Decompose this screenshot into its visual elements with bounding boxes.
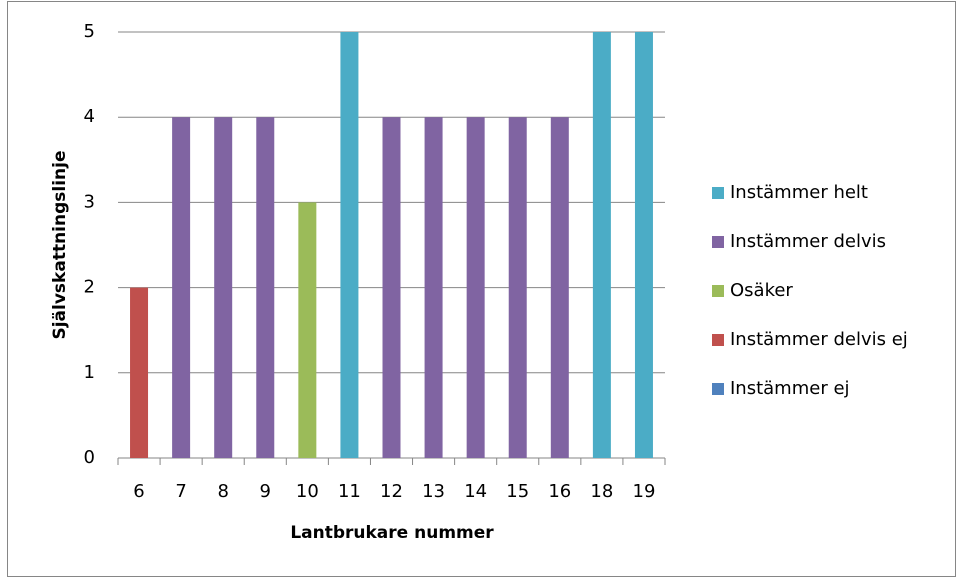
bar (256, 117, 275, 458)
x-tick-label: 14 (464, 481, 487, 502)
x-tick-label: 12 (380, 481, 403, 502)
y-tick-label: 0 (84, 447, 95, 468)
bar (382, 117, 401, 458)
x-tick-label: 7 (175, 481, 186, 502)
bar (508, 117, 527, 458)
bar (172, 117, 191, 458)
bar (634, 32, 653, 458)
x-tick-label: 8 (217, 481, 228, 502)
y-tick-label: 1 (84, 362, 95, 383)
x-tick-label: 10 (296, 481, 319, 502)
legend-swatch (712, 383, 724, 395)
bar (298, 202, 317, 458)
legend-swatch (712, 285, 724, 297)
bar (340, 32, 359, 458)
legend-label: Osäker (730, 280, 793, 301)
bar (550, 117, 569, 458)
legend-label: Instämmer helt (730, 182, 868, 203)
x-tick-label: 6 (133, 481, 144, 502)
x-tick-label: 11 (338, 481, 361, 502)
y-tick-label: 4 (84, 106, 95, 127)
legend-label: Instämmer delvis (730, 231, 886, 252)
y-tick-label: 2 (84, 277, 95, 298)
x-tick-label: 16 (548, 481, 571, 502)
legend-label: Instämmer ej (730, 378, 850, 399)
x-tick-label: 9 (260, 481, 271, 502)
bar (130, 287, 149, 458)
bar (466, 117, 485, 458)
x-tick-label: 13 (422, 481, 445, 502)
x-tick-label: 18 (590, 481, 613, 502)
bar (214, 117, 233, 458)
legend-swatch (712, 187, 724, 199)
bar (592, 32, 611, 458)
y-axis-title: Självskattningslinje (50, 150, 70, 339)
bar (424, 117, 443, 458)
legend-swatch (712, 334, 724, 346)
y-tick-label: 5 (84, 21, 95, 42)
x-tick-label: 19 (633, 481, 656, 502)
x-tick-label: 15 (506, 481, 529, 502)
legend-label: Instämmer delvis ej (730, 329, 908, 350)
y-tick-label: 3 (84, 191, 95, 212)
x-axis-title: Lantbrukare nummer (290, 523, 494, 543)
legend-swatch (712, 236, 724, 248)
